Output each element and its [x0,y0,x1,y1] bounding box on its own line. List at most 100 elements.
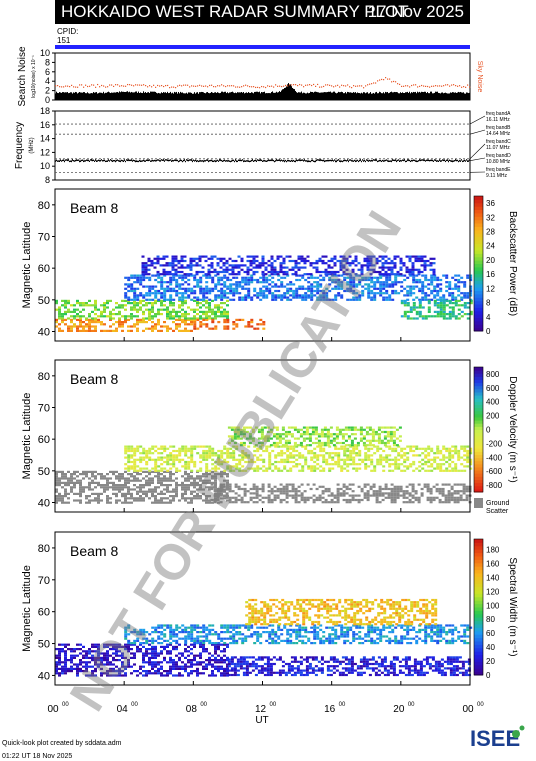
data-cell [376,276,380,279]
search-noise-bar [103,91,104,100]
sky-noise-point [451,84,453,86]
data-cell [172,490,175,493]
data-cell [297,490,301,493]
search-noise-bar [162,93,163,100]
data-cell [193,315,196,318]
data-cell [208,488,211,491]
data-cell [109,497,112,500]
data-cell [151,325,154,328]
data-cell [307,465,311,468]
data-cell [151,458,155,461]
data-cell [214,274,218,277]
data-cell [262,278,266,282]
data-cell [208,495,211,498]
frequency-point [317,159,318,161]
frequency-point [394,159,395,162]
data-cell [88,313,91,316]
data-cell [439,315,443,318]
data-cell [124,492,127,495]
data-cell [82,327,85,330]
data-cell [139,274,143,277]
search-noise-bar [275,92,276,100]
data-cell [220,449,224,453]
data-cell [55,495,58,498]
frequency-point [264,160,265,162]
data-cell [213,501,217,504]
data-cell [433,276,437,279]
data-cell [341,433,345,436]
data-cell [175,449,179,453]
frequency-point [388,160,389,163]
data-cell [151,501,154,504]
sky-noise-point [345,85,347,87]
data-cell [82,473,85,476]
data-cell [184,302,187,305]
data-cell [201,255,205,258]
frequency-point [242,159,243,161]
frequency-point [81,159,82,162]
data-cell [310,456,314,459]
search-noise-bar [114,92,115,100]
search-noise-bar [267,93,268,100]
sky-noise-point [185,84,187,86]
data-cell [330,492,334,495]
data-cell [306,259,310,263]
data-cell [145,452,149,455]
search-noise-bar [432,93,433,100]
data-cell [249,496,253,499]
data-cell [259,454,263,457]
data-cell [216,264,220,267]
frequency-point [289,160,290,162]
search-noise-bar [261,91,262,100]
data-cell [427,299,431,302]
search-noise-bar [273,92,274,100]
data-cell [307,281,311,284]
data-cell [202,289,206,293]
data-cell [466,458,470,461]
sky-noise-point [413,84,415,86]
data-cell [272,433,276,436]
colorbar-segment [474,482,483,487]
data-cell [262,321,266,324]
colorbar-segment [474,196,483,200]
data-cell [226,313,229,316]
search-noise-bar [384,93,385,100]
data-cell [433,294,437,297]
data-cell [172,329,175,332]
data-cell [169,470,172,473]
search-noise-bar [364,92,365,100]
data-cell [349,298,353,301]
data-cell [145,484,148,487]
data-cell [79,479,82,482]
data-cell [220,460,224,464]
data-cell [415,296,419,299]
frequency-point [301,159,302,161]
data-cell [359,428,363,431]
data-cell [283,445,287,448]
data-cell [319,294,323,297]
data-cell [88,481,91,484]
data-cell [181,294,185,297]
search-noise-bar [388,93,389,100]
data-cell [242,435,246,438]
data-cell [178,447,182,450]
data-cell [319,454,323,457]
data-cell [169,467,173,470]
frequency-point [93,159,94,161]
data-cell [79,321,82,324]
data-cell [273,494,277,497]
data-cell [232,289,236,293]
data-cell [252,257,256,260]
sky-noise-point [319,86,321,88]
data-cell [288,494,292,497]
data-cell [335,426,339,429]
data-cell [299,433,303,436]
data-cell [109,486,112,489]
data-cell [322,278,326,282]
search-noise-bar [389,92,390,100]
data-cell [324,498,328,502]
data-cell [361,285,365,288]
data-cell [310,467,314,470]
data-cell [121,477,124,480]
data-cell [291,483,295,486]
